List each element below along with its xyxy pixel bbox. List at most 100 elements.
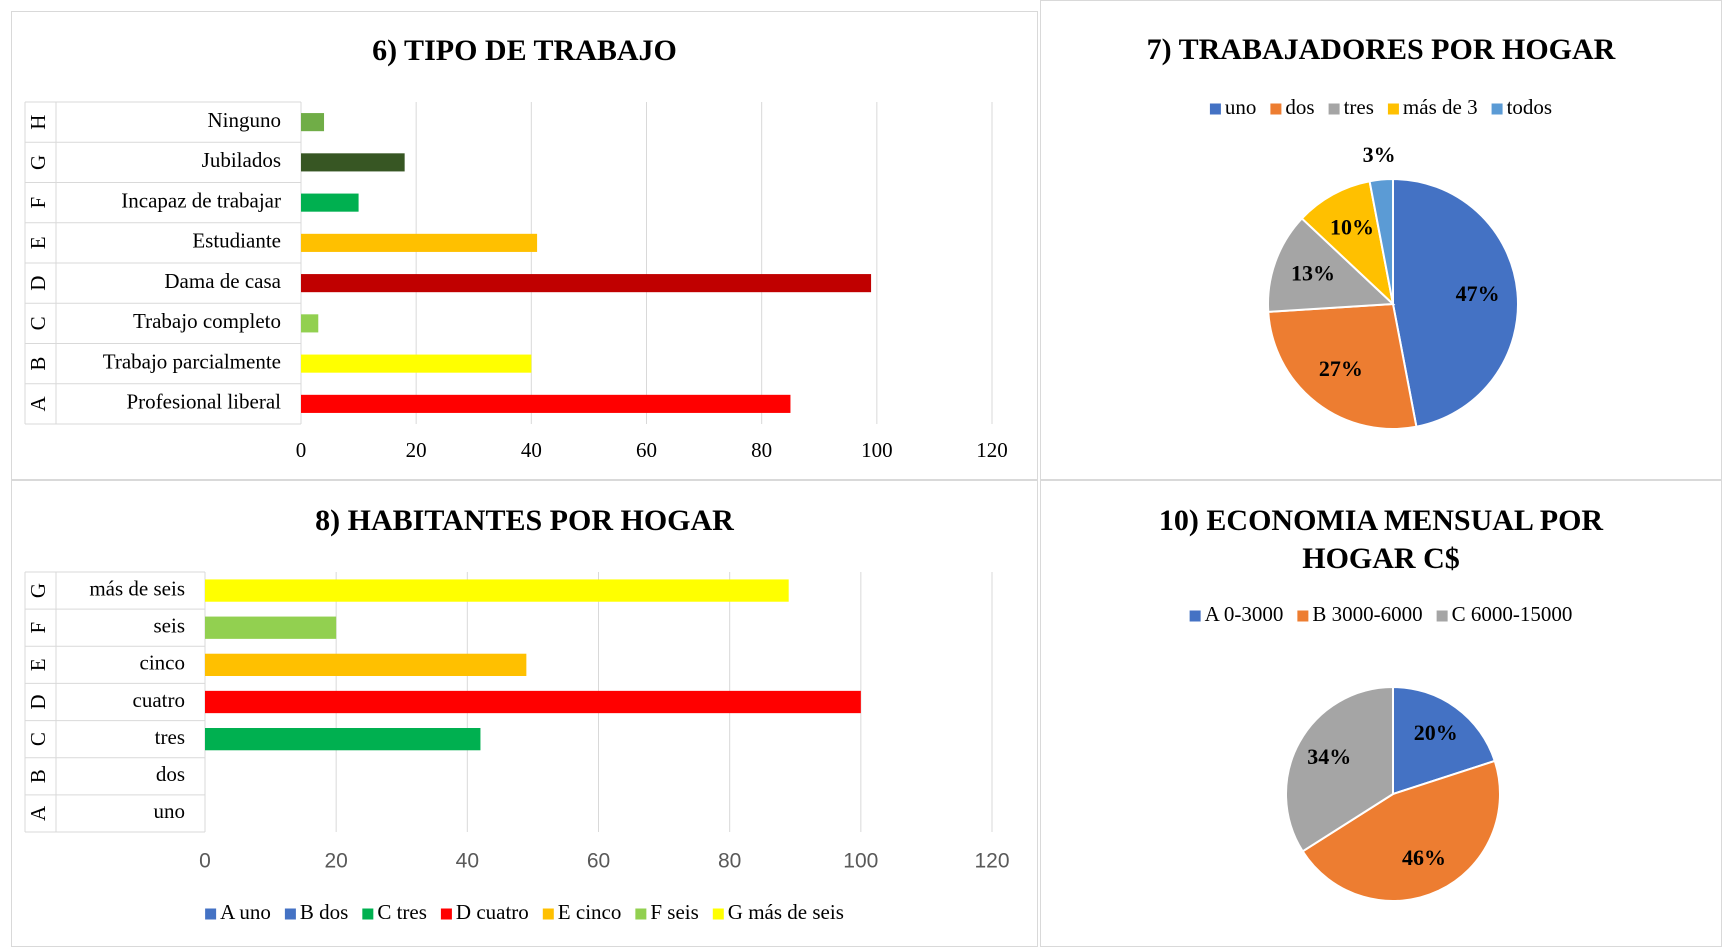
group-label: B	[26, 357, 50, 371]
legend-swatch	[205, 908, 217, 920]
category-label: Jubilados	[202, 148, 281, 172]
category-label: seis	[154, 614, 186, 638]
category-label: Trabajo completo	[133, 309, 281, 333]
data-label: 13%	[1291, 260, 1335, 285]
group-label: F	[26, 622, 50, 634]
group-label: E	[26, 236, 50, 249]
panel: 7) TRABAJADORES POR HOGAR uno dos tres más …	[1040, 0, 1722, 480]
group-label: C	[26, 732, 50, 746]
chart-title: 8) HABITANTES POR HOGAR	[315, 504, 734, 537]
legend: A 0-3000 B 3000-6000 C 6000-15000	[1189, 602, 1573, 626]
bar	[301, 233, 538, 252]
legend-label: tres	[1344, 95, 1374, 119]
x-tick-label: 60	[587, 850, 610, 873]
category-label: Dama de casa	[164, 269, 281, 293]
legend-label: A uno	[220, 900, 271, 924]
pie-slice	[1392, 685, 1497, 796]
pie-slice	[1267, 217, 1396, 313]
legend-label: todos	[1507, 95, 1553, 119]
legend-swatch	[542, 908, 554, 920]
category-label: tres	[155, 725, 185, 749]
data-label: 27%	[1319, 356, 1363, 381]
data-label: 20%	[1414, 720, 1458, 745]
legend-swatch	[284, 908, 296, 920]
legend-label: E cinco	[558, 900, 622, 924]
category-label: Incapaz de trabajar	[121, 188, 281, 212]
category-label: cinco	[140, 651, 185, 675]
legend-swatch	[1189, 610, 1201, 622]
legend-label: B dos	[300, 900, 348, 924]
x-tick-label: 0	[296, 438, 307, 462]
legend-swatch	[440, 908, 452, 920]
legend-label: más de 3	[1403, 95, 1478, 119]
bar	[301, 314, 319, 333]
group-label: D	[26, 694, 50, 709]
bar	[301, 354, 532, 373]
data-label: 3%	[1363, 142, 1396, 167]
bar	[205, 653, 527, 676]
chart: A 0-3000 B 3000-6000 C 6000-15000 20% 46% 34%	[1189, 602, 1573, 902]
x-tick-label: 120	[974, 850, 1009, 873]
x-tick-label: 80	[718, 850, 741, 873]
legend-swatch	[1436, 610, 1448, 622]
bar	[205, 579, 789, 602]
category-label: Ninguno	[208, 108, 282, 132]
chart-title: 10) ECONOMIA MENSUAL POR HOGAR C$	[1158, 504, 1604, 575]
legend-label: A 0-3000	[1205, 602, 1284, 626]
x-tick-label: 120	[976, 438, 1008, 462]
panel: 6) TIPO DE TRABAJO 0 20 40 60 80 100 120 Profes…	[11, 11, 1038, 480]
group-label: A	[26, 805, 50, 821]
category-label: Trabajo parcialmente	[103, 349, 281, 373]
x-tick-label: 100	[843, 850, 878, 873]
x-tick-label: 100	[861, 438, 893, 462]
data-label: 46%	[1402, 845, 1446, 870]
pie-slice	[1267, 302, 1418, 430]
bar	[205, 616, 337, 639]
pie-slice	[1301, 759, 1501, 902]
category-label: cuatro	[133, 688, 185, 712]
legend-swatch	[362, 908, 374, 920]
group-label: C	[26, 316, 50, 330]
group-label: F	[26, 197, 50, 209]
group-label: A	[26, 395, 50, 411]
group-label: B	[26, 769, 50, 783]
chart-title: 7) TRABAJADORES POR HOGAR	[1146, 33, 1616, 66]
legend: A uno B dos C tres D cuatro E cinco F seis G m…	[205, 900, 844, 924]
pie-slice	[1285, 685, 1394, 853]
pie-slice	[1392, 177, 1519, 428]
data-label: 10%	[1330, 215, 1374, 240]
bar	[205, 690, 861, 714]
legend-label: C 6000-15000	[1452, 602, 1573, 626]
legend-label: C tres	[377, 900, 427, 924]
category-label: Profesional liberal	[126, 390, 281, 414]
category-label: más de seis	[89, 576, 185, 600]
group-label: G	[26, 155, 50, 170]
bar	[205, 728, 481, 751]
category-label: Estudiante	[192, 229, 281, 253]
group-label: G	[26, 583, 50, 598]
legend-swatch	[1491, 103, 1503, 115]
bar	[301, 274, 872, 293]
group-label: D	[26, 276, 50, 291]
x-tick-label: 40	[456, 850, 479, 873]
bar	[301, 193, 359, 212]
panel: 10) ECONOMIA MENSUAL POR HOGAR C$ A 0-30…	[1040, 480, 1722, 947]
chart-title: 6) TIPO DE TRABAJO	[372, 34, 677, 67]
x-tick-label: 20	[324, 850, 347, 873]
legend-label: G más de seis	[728, 900, 844, 924]
data-label: 47%	[1456, 281, 1500, 306]
legend-swatch	[1387, 103, 1399, 115]
legend-swatch	[1270, 103, 1282, 115]
legend-label: D cuatro	[456, 900, 529, 924]
group-label: H	[26, 115, 50, 130]
x-tick-label: 40	[521, 438, 542, 462]
legend-label: B 3000-6000	[1312, 602, 1422, 626]
bar	[301, 153, 405, 172]
legend-label: F seis	[650, 900, 698, 924]
legend-label: dos	[1285, 95, 1314, 119]
category-label: dos	[156, 762, 185, 786]
group-label: E	[26, 658, 50, 671]
chart: 0 20 40 60 80 100 120 Profesional liberal A Traba…	[24, 101, 1008, 462]
